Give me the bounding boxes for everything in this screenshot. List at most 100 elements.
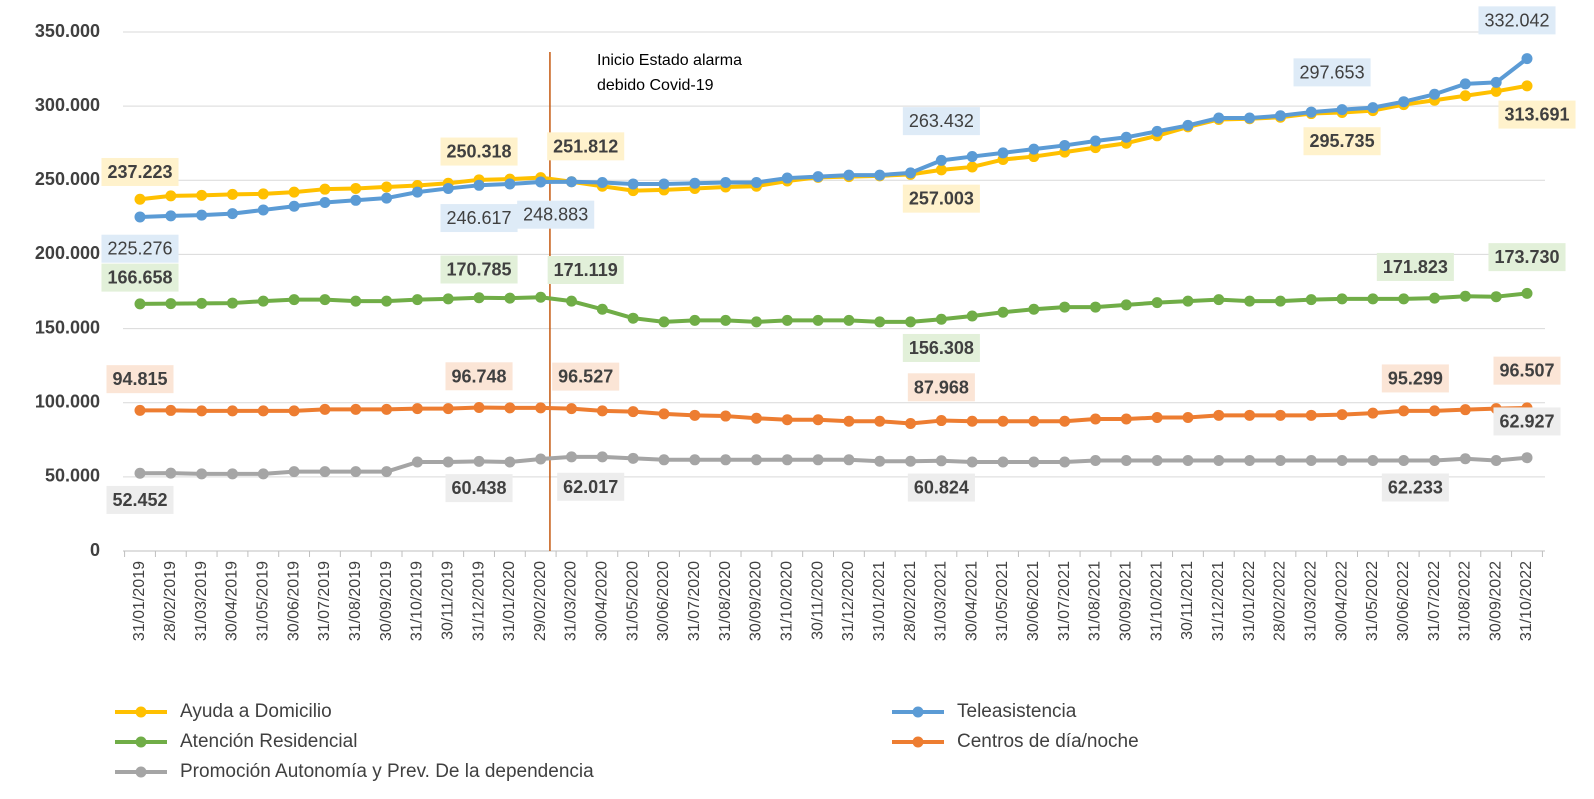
point <box>1213 112 1225 124</box>
point <box>966 151 978 163</box>
point <box>812 454 824 466</box>
data-label-box <box>445 474 513 503</box>
point <box>165 404 177 416</box>
series-line <box>139 405 1528 426</box>
data-label: 87.968 <box>914 377 969 397</box>
point <box>627 312 639 324</box>
point <box>1151 412 1163 424</box>
x-tick-label: 31/01/2019 <box>131 561 148 641</box>
data-label-group: 248.883 <box>517 200 595 229</box>
data-label-group: 171.119 <box>547 256 624 285</box>
series-line <box>139 57 1529 219</box>
point <box>1244 455 1256 467</box>
point <box>750 454 762 466</box>
point <box>689 314 701 326</box>
point <box>535 453 547 465</box>
data-label: 237.223 <box>107 162 172 182</box>
data-label-group: 52.452 <box>106 485 174 514</box>
data-label-group: 246.617 <box>440 204 518 233</box>
x-tick-label: 31/05/2020 <box>624 561 641 641</box>
point <box>1244 112 1256 124</box>
point <box>1120 299 1132 311</box>
x-tick-label: 31/05/2021 <box>994 561 1011 641</box>
point <box>1429 455 1441 467</box>
x-tick-label: 30/04/2021 <box>963 561 980 641</box>
point <box>134 298 146 310</box>
point <box>196 405 208 417</box>
point <box>226 468 238 480</box>
x-tick-label: 30/09/2019 <box>378 561 395 641</box>
data-label-group: 295.735 <box>1303 127 1381 156</box>
point <box>411 294 423 306</box>
x-tick-label: 30/06/2019 <box>285 561 302 641</box>
point <box>1182 455 1194 467</box>
point <box>1521 452 1533 464</box>
point <box>134 193 146 205</box>
point <box>1089 301 1101 313</box>
x-tick-label: 31/10/2021 <box>1148 561 1165 641</box>
data-label-box <box>106 485 174 514</box>
point <box>1459 404 1471 416</box>
y-tick-label: 0 <box>90 540 100 560</box>
point <box>504 456 516 468</box>
point <box>226 208 238 220</box>
point <box>566 403 578 415</box>
data-label-box <box>902 107 980 136</box>
point <box>1429 88 1441 100</box>
series-line <box>139 454 1528 476</box>
x-tick-label: 30/04/2022 <box>1333 561 1350 641</box>
point <box>1028 143 1040 155</box>
point <box>504 178 516 190</box>
point <box>350 466 362 478</box>
data-label-box <box>557 472 625 501</box>
point <box>134 404 146 416</box>
y-tick-label: 100.000 <box>35 391 100 411</box>
data-label-group: 171.823 <box>1376 252 1454 281</box>
data-label: 248.883 <box>523 205 588 225</box>
point <box>750 412 762 424</box>
point <box>165 190 177 202</box>
point <box>319 197 331 209</box>
annotation: Inicio Estado alarma <box>597 52 742 69</box>
data-label-box <box>106 365 174 394</box>
point <box>781 414 793 426</box>
point <box>1120 455 1132 467</box>
point <box>935 313 947 325</box>
point <box>1151 297 1163 309</box>
x-tick-label: 31/03/2020 <box>563 561 580 641</box>
point <box>226 188 238 200</box>
point <box>843 314 855 326</box>
point <box>1336 409 1348 421</box>
data-label-group: 156.308 <box>902 333 980 362</box>
point <box>1490 85 1502 97</box>
data-label-box <box>440 137 518 166</box>
data-label: 171.823 <box>1383 257 1448 277</box>
point <box>1429 405 1441 417</box>
point <box>658 178 670 190</box>
data-label: 332.042 <box>1484 10 1549 30</box>
data-label: 60.438 <box>452 478 507 498</box>
legend-marker <box>912 736 924 748</box>
data-label-group: 95.299 <box>1381 364 1449 393</box>
point <box>1213 294 1225 306</box>
point <box>1459 78 1471 90</box>
point <box>257 295 269 307</box>
point <box>257 204 269 216</box>
point <box>1182 295 1194 307</box>
point <box>1213 455 1225 467</box>
point <box>935 154 947 166</box>
point <box>1059 139 1071 151</box>
x-tick-label: 31/03/2021 <box>933 561 950 641</box>
data-label-box <box>1376 252 1454 281</box>
x-tick-label: 30/06/2022 <box>1395 561 1412 641</box>
point <box>905 167 917 179</box>
data-label: 94.815 <box>112 369 167 389</box>
point <box>411 403 423 415</box>
point <box>874 415 886 427</box>
point <box>689 454 701 466</box>
x-tick-label: 31/03/2019 <box>193 561 210 641</box>
data-label: 171.119 <box>554 260 618 280</box>
point <box>473 402 485 414</box>
data-label-box <box>1488 243 1566 272</box>
point <box>473 455 485 467</box>
